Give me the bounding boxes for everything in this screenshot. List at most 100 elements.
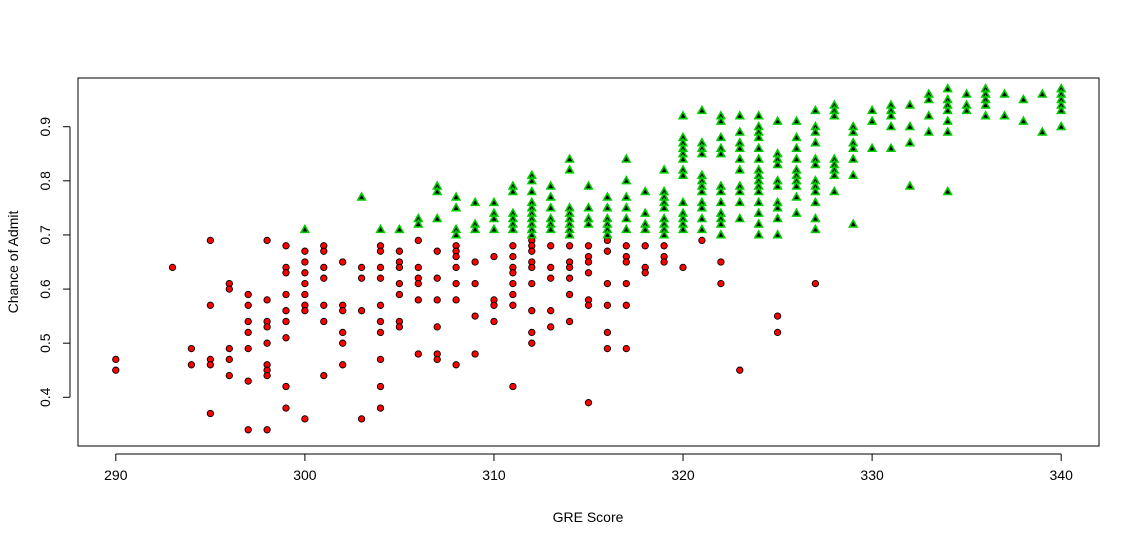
point-below-threshold [414,263,422,272]
point-below-threshold [414,236,422,245]
point-below-threshold [376,274,385,282]
y-axis: 0.4 0.5 0.6 0.7 0.8 0.9 [37,117,71,407]
point-above-threshold [734,126,745,136]
point-below-threshold [622,258,630,266]
point-below-threshold [603,247,612,255]
point-below-threshold [565,263,574,272]
point-above-threshold [526,175,537,185]
point-below-threshold [584,301,593,309]
point-above-threshold [999,88,1010,98]
point-below-threshold [339,339,347,347]
point-below-threshold [244,328,252,337]
point-below-threshold [320,371,328,380]
point-above-threshold [658,164,670,174]
point-below-threshold [187,361,196,369]
point-above-threshold [621,202,632,212]
point-above-threshold [791,131,802,142]
point-above-threshold [866,142,878,152]
point-above-threshold [356,191,367,201]
point-above-threshold [753,131,764,142]
x-tick-label: 330 [860,467,884,483]
point-below-threshold [301,279,309,288]
point-above-threshold [734,110,745,120]
point-above-threshold [866,115,878,125]
point-below-threshold [206,361,215,369]
point-below-threshold [376,328,385,337]
point-above-threshold [772,229,783,239]
point-below-threshold [376,355,385,364]
point-below-threshold [357,307,366,315]
point-below-threshold [773,312,782,320]
point-below-threshold [414,350,422,358]
point-below-threshold [433,296,441,304]
point-below-threshold [471,312,479,320]
point-above-threshold [507,185,519,196]
point-below-threshold [357,415,366,423]
point-above-threshold [299,223,311,234]
point-above-threshold [526,185,537,196]
point-above-threshold [640,207,651,217]
point-above-threshold [734,185,745,196]
point-below-threshold [509,269,517,277]
point-below-threshold [528,339,536,347]
x-tick-label: 310 [482,467,506,483]
point-below-threshold [641,269,649,277]
point-below-threshold [490,252,498,261]
point-above-threshold [848,126,859,136]
point-above-threshold [942,185,953,196]
point-below-threshold [433,323,441,331]
point-below-threshold [565,290,574,299]
point-above-threshold [961,88,972,98]
point-above-threshold [848,153,859,163]
point-below-threshold [717,258,725,266]
point-below-threshold [301,290,309,299]
point-below-threshold [622,344,630,353]
x-axis: 290 300 310 320 330 340 [104,453,1073,483]
point-above-threshold [507,223,519,234]
point-above-threshold [848,218,859,228]
point-below-threshold [244,301,252,309]
x-tick-label: 300 [293,467,317,483]
point-above-threshold [734,164,745,174]
point-below-threshold [414,296,422,304]
point-above-threshold [753,153,764,163]
point-below-threshold [698,236,706,245]
y-tick-label: 0.7 [37,225,53,245]
point-below-threshold [376,263,385,272]
point-below-threshold [282,307,290,315]
point-above-threshold [923,126,934,136]
point-below-threshold [376,301,385,309]
point-above-threshold [488,196,500,207]
point-below-threshold [339,328,347,337]
point-below-threshold [112,355,120,364]
point-below-threshold [301,307,309,315]
point-below-threshold [547,242,555,250]
points-layer [112,83,1067,434]
point-above-threshold [848,169,859,179]
point-above-threshold [658,229,670,239]
point-below-threshold [452,361,460,369]
point-below-threshold [263,339,271,347]
point-below-threshold [471,350,479,358]
point-above-threshold [810,137,821,147]
point-below-threshold [509,242,517,250]
point-above-threshold [942,115,953,125]
point-above-threshold [980,99,991,109]
point-below-threshold [112,366,120,374]
point-below-threshold [395,247,404,255]
point-above-threshold [469,223,481,234]
point-above-threshold [432,213,443,223]
point-below-threshold [282,334,290,342]
point-below-threshold [263,236,271,245]
point-above-threshold [583,202,594,212]
point-above-threshold [885,121,897,131]
point-below-threshold [320,263,328,272]
point-above-threshold [942,104,953,115]
point-below-threshold [584,242,593,250]
point-below-threshold [509,252,517,261]
point-above-threshold [753,207,764,217]
point-above-threshold [545,180,556,190]
point-above-threshold [810,158,821,169]
point-below-threshold [679,263,687,272]
point-below-threshold [490,317,498,326]
